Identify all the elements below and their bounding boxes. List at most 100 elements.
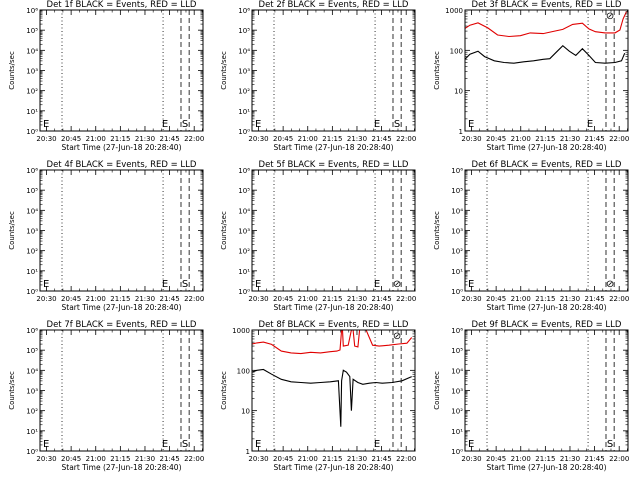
panel-title: Det 2f BLACK = Events, RED = LLD <box>259 0 409 10</box>
x-tick-label: 21:15 <box>322 455 342 463</box>
panel-title: Det 8f BLACK = Events, RED = LLD <box>259 320 409 330</box>
y-tick-label: 10¹ <box>451 428 463 436</box>
y-tick-label: 1000 <box>232 327 250 335</box>
y-tick-label: 10² <box>26 408 38 416</box>
y-tick-label: 10⁶ <box>238 7 250 15</box>
y-tick-label: 10⁵ <box>238 187 250 195</box>
marker-e-left: E <box>43 439 49 450</box>
y-tick-label: 10² <box>26 88 38 96</box>
y-tick-label: 1 <box>459 128 463 136</box>
x-tick-label: 21:15 <box>110 455 130 463</box>
y-tick-label: 10⁴ <box>26 207 38 215</box>
y-tick-label: 10⁵ <box>451 187 463 195</box>
x-tick-label: 21:00 <box>298 135 318 143</box>
x-tick-label: 22:00 <box>184 455 204 463</box>
x-tick-label: 20:30 <box>248 455 268 463</box>
y-tick-label: 1 <box>246 448 250 456</box>
x-tick-label: 21:30 <box>560 295 580 303</box>
x-tick-label: 22:00 <box>609 135 629 143</box>
y-axis-label: Counts/sec <box>220 51 228 90</box>
y-tick-label: 100 <box>237 367 250 375</box>
x-tick-label: 21:15 <box>110 135 130 143</box>
marker-e: E <box>162 279 168 290</box>
marker-e-left: E <box>255 119 261 130</box>
x-tick-label: 22:00 <box>396 455 416 463</box>
marker-eclipse: ⊘ <box>606 279 614 290</box>
x-tick-label: 20:30 <box>461 135 481 143</box>
y-tick-label: 10³ <box>26 228 38 236</box>
marker-e-left: E <box>43 119 49 130</box>
panel-det-8: Det 8f BLACK = Events, RED = LLD 1 10 100 10… <box>220 320 416 472</box>
panel-det-4: Det 4f BLACK = Events, RED = LLD 10⁰ 10¹ 10… <box>8 160 204 312</box>
lld-series-line <box>464 11 628 38</box>
panel-det-5: Det 5f BLACK = Events, RED = LLD 10⁰ 10¹ 10… <box>220 160 416 312</box>
x-tick-label: 21:30 <box>135 455 155 463</box>
marker-s: S <box>394 119 400 130</box>
x-tick-label: 20:45 <box>273 455 293 463</box>
y-tick-label: 10⁰ <box>238 288 250 296</box>
y-tick-label: 10⁶ <box>451 167 463 175</box>
panel-title: Det 3f BLACK = Events, RED = LLD <box>472 0 622 10</box>
y-axis-label: Counts/sec <box>433 211 441 250</box>
marker-e: E <box>374 439 380 450</box>
plot-frame <box>39 169 204 292</box>
x-tick-label: 21:30 <box>347 295 367 303</box>
plot-frame <box>39 9 204 132</box>
y-tick-label: 100 <box>450 47 463 55</box>
x-tick-label: 20:30 <box>461 455 481 463</box>
x-tick-label: 21:15 <box>322 295 342 303</box>
x-tick-label: 22:00 <box>396 295 416 303</box>
marker-e-left: E <box>255 439 261 450</box>
x-tick-label: 21:15 <box>535 295 555 303</box>
x-tick-label: 21:00 <box>511 295 531 303</box>
x-tick-label: 20:45 <box>486 295 506 303</box>
x-tick-label: 20:30 <box>36 135 56 143</box>
x-tick-label: 21:00 <box>86 135 106 143</box>
marker-e-left: E <box>255 279 261 290</box>
x-tick-label: 21:15 <box>322 135 342 143</box>
y-tick-label: 10¹ <box>26 108 38 116</box>
x-tick-label: 20:45 <box>273 295 293 303</box>
y-tick-label: 10³ <box>451 228 463 236</box>
x-axis-label: Start Time (27-Jun-18 20:28:40) <box>62 463 182 472</box>
marker-eclipse: ⊘ <box>606 11 614 22</box>
panel-title: Det 6f BLACK = Events, RED = LLD <box>472 160 622 170</box>
y-tick-label: 10⁶ <box>26 167 38 175</box>
x-tick-label: 20:30 <box>248 295 268 303</box>
panel-det-2: Det 2f BLACK = Events, RED = LLD 10⁰ 10¹ 10… <box>220 0 416 152</box>
y-tick-label: 10³ <box>26 388 38 396</box>
marker-e-left: E <box>468 439 474 450</box>
x-tick-label: 20:30 <box>461 295 481 303</box>
plot-frame <box>464 169 629 292</box>
y-tick-label: 10⁴ <box>451 367 463 375</box>
marker-e: E <box>162 119 168 130</box>
x-tick-label: 22:00 <box>609 295 629 303</box>
x-tick-label: 22:00 <box>609 455 629 463</box>
plot-frame <box>464 329 629 452</box>
y-tick-label: 10² <box>451 248 463 256</box>
x-tick-label: 21:45 <box>159 135 179 143</box>
x-tick-label: 22:00 <box>396 135 416 143</box>
x-tick-label: 20:45 <box>486 455 506 463</box>
events-series-line <box>251 368 412 427</box>
y-tick-label: 10⁴ <box>238 47 250 55</box>
x-tick-label: 21:15 <box>110 295 130 303</box>
marker-e-left: E <box>468 119 474 130</box>
y-tick-label: 10⁶ <box>26 327 38 335</box>
y-axis-label: Counts/sec <box>433 371 441 410</box>
x-tick-label: 21:30 <box>347 455 367 463</box>
x-tick-label: 20:45 <box>486 135 506 143</box>
x-tick-label: 21:00 <box>86 295 106 303</box>
panel-title: Det 5f BLACK = Events, RED = LLD <box>259 160 409 170</box>
x-tick-label: 21:00 <box>298 455 318 463</box>
x-tick-label: 21:45 <box>584 295 604 303</box>
x-tick-label: 20:45 <box>273 135 293 143</box>
marker-e: E <box>374 119 380 130</box>
x-tick-label: 21:45 <box>159 295 179 303</box>
x-tick-label: 21:00 <box>86 455 106 463</box>
y-axis-label: Counts/sec <box>220 371 228 410</box>
x-tick-label: 21:00 <box>511 135 531 143</box>
y-tick-label: 10 <box>454 88 463 96</box>
y-tick-label: 10¹ <box>238 268 250 276</box>
